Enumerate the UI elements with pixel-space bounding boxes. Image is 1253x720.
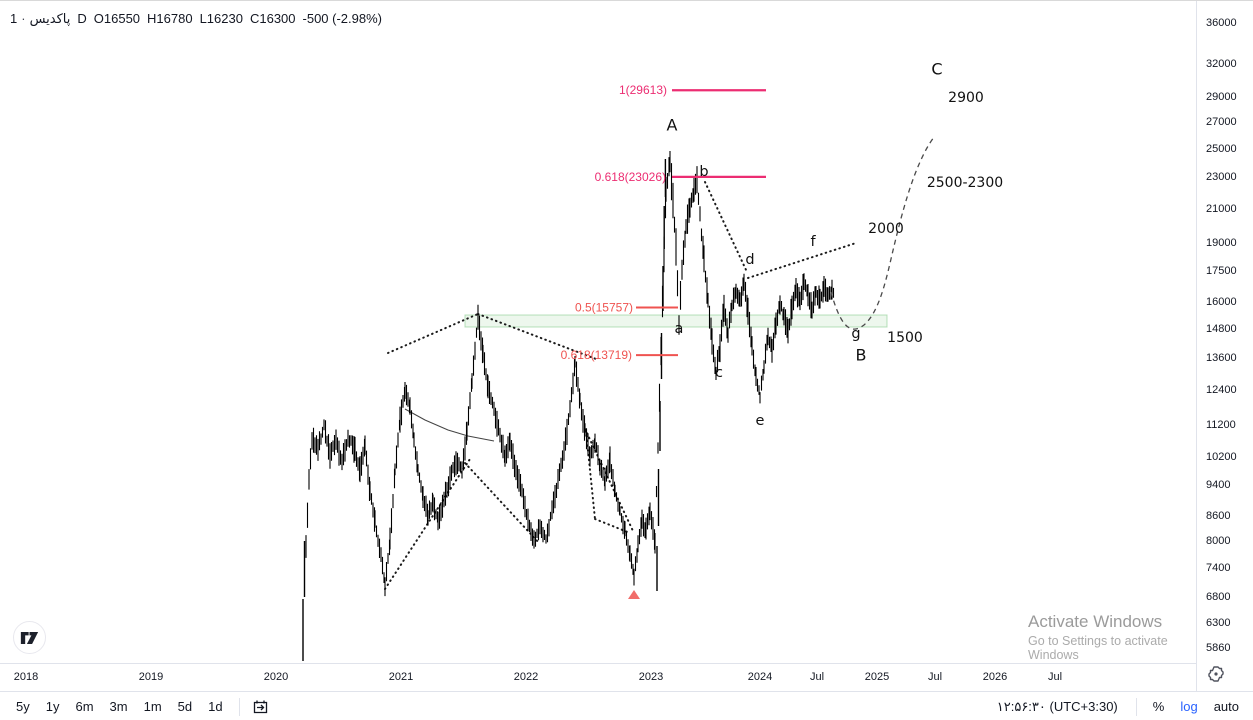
fib-level-label: 0.618(13719) xyxy=(561,348,632,362)
dotted-trendlines[interactable] xyxy=(384,181,857,590)
fib-retracement-lines[interactable]: 1(29613) 0.618(23026) 0.5(15757) 0.618(1371… xyxy=(561,83,766,362)
ohlc-item: H16780 xyxy=(147,11,193,26)
price-tick-label: 16000 xyxy=(1206,296,1237,309)
price-tick-label: 27000 xyxy=(1206,116,1237,129)
fib-level-label: 1(29613) xyxy=(619,83,667,97)
time-tick-label: 2026 xyxy=(982,671,1008,683)
wave-label-a[interactable]: a xyxy=(675,321,684,337)
price-tick-label: 8000 xyxy=(1206,534,1231,547)
price-tick-label: 17500 xyxy=(1206,265,1237,278)
price-tick-label: 5860 xyxy=(1206,642,1231,654)
price-tick-label: 32000 xyxy=(1206,57,1237,70)
ohlc-item: O16550 xyxy=(93,11,141,26)
support-zone-rectangle[interactable] xyxy=(464,314,888,328)
price-axis-settings-button[interactable] xyxy=(1207,665,1227,685)
wave-label-g[interactable]: g xyxy=(851,326,860,342)
time-tick-label: Jul xyxy=(1047,671,1063,683)
time-tick-label: 2021 xyxy=(388,671,414,683)
wave-label-c[interactable]: c xyxy=(715,365,723,381)
price-tick-label: 23000 xyxy=(1206,171,1237,184)
target-label-2000[interactable]: 2000 xyxy=(868,221,904,237)
price-tick-label: 25000 xyxy=(1206,142,1237,155)
price-tick-label: 6300 xyxy=(1206,617,1231,630)
toolbar-divider xyxy=(238,697,240,716)
wave-labels[interactable]: Ab d f a c e gB C xyxy=(667,60,943,429)
log-scale-button[interactable]: log xyxy=(1180,699,1198,714)
range-button-1y[interactable]: 1y xyxy=(45,699,60,714)
calendar-arrow-icon xyxy=(253,700,268,714)
auto-scale-button[interactable]: auto xyxy=(1213,699,1239,714)
price-tick-label: 21000 xyxy=(1206,202,1237,215)
price-tick-label: 36000 xyxy=(1206,17,1237,29)
ohlc-values: O16550 H16780 L16230 C16300 xyxy=(94,11,303,26)
range-button-1d[interactable]: 1d xyxy=(208,699,223,714)
legend-separator: · xyxy=(21,11,26,26)
price-tick-label: 29000 xyxy=(1206,91,1237,104)
candlestick-series xyxy=(302,151,835,661)
wave-label-A[interactable]: A xyxy=(667,116,678,135)
wave-label-e[interactable]: e xyxy=(756,413,765,429)
projection-dashed-curve[interactable] xyxy=(830,136,935,330)
wave-label-B[interactable]: B xyxy=(856,346,867,365)
price-tick-label: 7400 xyxy=(1206,561,1231,574)
price-axis[interactable]: 36000 32000 29000 27000 25000 23000 21000 19000… xyxy=(1196,1,1253,691)
ohlc-item: C16300 xyxy=(249,11,296,26)
interval-label[interactable]: 1D xyxy=(10,11,87,26)
change-value: -500 (-2.98%) xyxy=(302,11,382,26)
ohlc-item: L16230 xyxy=(199,11,243,26)
price-tick-label: 19000 xyxy=(1206,237,1237,250)
range-buttons: 5y 1y 6m 3m 1m 5d 1d xyxy=(0,696,274,718)
go-to-date-button[interactable] xyxy=(248,696,274,718)
price-tick-label: 9400 xyxy=(1206,479,1231,492)
tradingview-logo[interactable] xyxy=(13,621,46,654)
price-tick-label: 11200 xyxy=(1206,418,1236,431)
price-tick-label: 8600 xyxy=(1206,509,1231,522)
time-tick-label: 2022 xyxy=(513,671,539,683)
range-button-5d[interactable]: 5d xyxy=(177,699,193,714)
wave-label-C[interactable]: C xyxy=(931,60,942,79)
price-tick-label: 13600 xyxy=(1206,352,1237,365)
chart-pane[interactable]: 1(29613) 0.618(23026) 0.5(15757) 0.618(1371… xyxy=(0,1,1196,663)
time-tick-label: Jul xyxy=(927,671,943,683)
bottom-toolbar: 5y 1y 6m 3m 1m 5d 1d ۱۲:۵۶:۳۰ (UTC+3:30) % log… xyxy=(0,691,1253,720)
toolbar-divider-right xyxy=(1135,697,1137,716)
wave-label-f[interactable]: f xyxy=(810,234,816,250)
gear-icon xyxy=(1208,666,1224,682)
target-labels[interactable]: 2900 2500-2300 2000 1500 xyxy=(868,90,1003,346)
price-tick-label: 12400 xyxy=(1206,383,1237,396)
rally-dashed-strokes xyxy=(302,159,667,661)
wave-label-d[interactable]: d xyxy=(745,252,754,268)
fib-level-label: 0.5(15757) xyxy=(575,300,633,314)
tradingview-logo-icon xyxy=(20,631,39,644)
range-button-1m[interactable]: 1m xyxy=(143,699,162,714)
toolbar-right: ۱۲:۵۶:۳۰ (UTC+3:30) % log auto xyxy=(997,696,1253,717)
time-axis[interactable]: 2018 2019 2020 2021 2022 2023 2024 Jul 2025 Jul 20… xyxy=(0,663,1196,691)
target-label-2500-2300[interactable]: 2500-2300 xyxy=(927,175,1003,191)
range-button-3m[interactable]: 3m xyxy=(109,699,128,714)
range-button-6m[interactable]: 6m xyxy=(75,699,94,714)
target-label-1500[interactable]: 1500 xyxy=(887,330,923,346)
time-tick-label: 2023 xyxy=(638,671,664,683)
symbol-name[interactable]: پاکدیس xyxy=(29,11,71,26)
price-tick-label: 10200 xyxy=(1206,451,1237,464)
chart-canvas[interactable]: 1(29613) 0.618(23026) 0.5(15757) 0.618(1371… xyxy=(0,1,1196,663)
target-label-2900[interactable]: 2900 xyxy=(948,90,984,106)
price-tick-label: 14800 xyxy=(1206,323,1237,336)
range-button-5y[interactable]: 5y xyxy=(16,699,30,714)
thin-curve-line[interactable] xyxy=(404,408,495,442)
symbol-legend[interactable]: پاکدیس·1D O16550 H16780 L16230 C16300 -500 (-… xyxy=(10,11,382,27)
percent-scale-button[interactable]: % xyxy=(1152,699,1165,714)
clock-label[interactable]: ۱۲:۵۶:۳۰ (UTC+3:30) xyxy=(996,698,1118,714)
time-tick-label: 2025 xyxy=(864,671,890,683)
time-tick-label: 2018 xyxy=(13,671,39,683)
time-tick-label: Jul xyxy=(809,671,825,683)
time-tick-label: 2020 xyxy=(263,671,289,683)
time-tick-label: 2024 xyxy=(747,671,773,683)
price-tick-label: 6800 xyxy=(1206,590,1231,603)
fib-level-label: 0.618(23026) xyxy=(595,170,666,184)
buy-marker-triangle[interactable] xyxy=(628,590,640,599)
wave-label-b[interactable]: b xyxy=(699,164,708,180)
time-tick-label: 2019 xyxy=(138,671,164,683)
